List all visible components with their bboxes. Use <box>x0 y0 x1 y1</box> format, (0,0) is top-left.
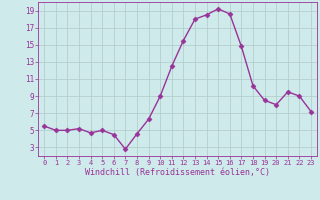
X-axis label: Windchill (Refroidissement éolien,°C): Windchill (Refroidissement éolien,°C) <box>85 168 270 177</box>
